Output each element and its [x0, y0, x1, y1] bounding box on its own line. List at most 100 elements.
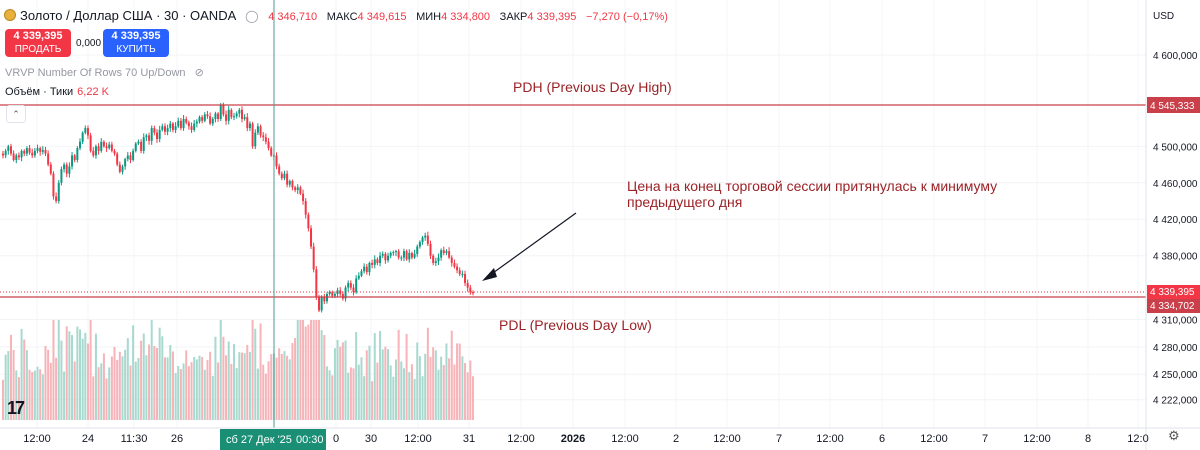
candle-body — [39, 148, 42, 152]
candle-body — [341, 293, 344, 299]
volume-bar — [39, 369, 42, 420]
volume-bar — [397, 329, 400, 420]
volume-bar — [140, 340, 143, 420]
volume-bar — [113, 346, 116, 420]
volume-bar — [148, 344, 151, 420]
candle-body — [331, 292, 334, 296]
volume-label: Объём · Тики — [5, 86, 74, 98]
volume-bar — [92, 376, 95, 420]
candle-body — [28, 148, 31, 153]
time-tick-label: 7 — [776, 433, 782, 445]
candle-body — [283, 173, 286, 179]
volume-bar — [222, 336, 225, 420]
volume-bar — [270, 354, 273, 420]
candle-body — [413, 253, 416, 258]
pdl-annotation[interactable]: PDL (Previous Day Low) — [499, 317, 652, 333]
settings-gear-icon[interactable]: ⚙ — [1168, 428, 1180, 443]
volume-bar — [416, 342, 419, 420]
candle-body — [339, 290, 342, 294]
pdh-annotation[interactable]: PDH (Previous Day High) — [513, 79, 672, 95]
candle-body — [201, 117, 204, 121]
price-tick-label: 4 420,000 — [1153, 215, 1198, 226]
candle-body — [12, 153, 15, 160]
candle-body — [57, 182, 60, 202]
volume-bar — [302, 320, 305, 420]
volume-bar — [206, 360, 209, 420]
price-tick-label: 4 310,000 — [1153, 316, 1198, 327]
price-axis[interactable]: 4 600,000 4 500,000 4 460,000 4 420,000 4 38… — [1153, 51, 1198, 407]
candle-body — [31, 152, 34, 156]
volume-bar — [86, 343, 89, 420]
candle-body — [161, 126, 164, 130]
pdl-badge-label: 4 334,702 — [1150, 301, 1195, 312]
volume-bar — [400, 361, 403, 420]
time-tick-label: 12:00 — [1023, 433, 1051, 445]
vrvp-indicator[interactable]: VRVP Number Of Rows 70 Up/Down ⊘ — [5, 66, 204, 79]
eye-hidden-icon[interactable]: ⊘ — [194, 67, 204, 79]
candle-body — [25, 148, 28, 154]
volume-bar — [469, 360, 472, 420]
candle-body — [158, 129, 161, 140]
crosshair-date-label: сб 27 Дек '25 — [226, 434, 292, 446]
volume-bar — [349, 367, 352, 420]
time-tick-label: 12:00 — [816, 433, 844, 445]
candle-body — [291, 180, 294, 188]
candle-body — [418, 242, 421, 247]
candle-body — [286, 173, 289, 185]
volume-bar — [47, 349, 50, 420]
candle-body — [49, 164, 52, 174]
gold-coin-icon — [4, 9, 16, 21]
candle-body — [469, 287, 472, 293]
volume-bar — [65, 326, 68, 420]
session-note-annotation[interactable]: Цена на конец торговой сессии притянулас… — [627, 178, 998, 210]
candle-body — [355, 278, 358, 293]
candle-body — [464, 273, 467, 284]
volume-bar — [84, 332, 87, 420]
buy-button[interactable]: 4 339,395 КУПИТЬ — [103, 29, 169, 57]
volume-bar — [161, 336, 164, 420]
candle-body — [424, 235, 427, 238]
volume-bar — [230, 363, 233, 420]
volume-bar — [25, 350, 28, 420]
candle-body — [426, 235, 429, 244]
time-tick-label: 24 — [82, 433, 94, 445]
candle-body — [179, 120, 182, 129]
candle-body — [219, 105, 222, 119]
volume-bar — [259, 323, 262, 420]
pdh-badge-label: 4 545,333 — [1150, 101, 1195, 112]
candle-body — [352, 287, 355, 293]
time-axis[interactable]: 12:00 24 11:30 26 0 30 12:00 31 12:00 2026 12:00 2 1… — [23, 433, 1148, 445]
candle-body — [408, 252, 411, 260]
volume-bar — [28, 369, 31, 420]
volume-bar — [280, 354, 283, 420]
volume-bar — [363, 376, 366, 420]
candle-body — [2, 153, 4, 156]
volume-bar — [116, 359, 119, 420]
volume-bar — [368, 345, 371, 420]
volume-bar — [299, 320, 302, 420]
tradingview-logo-icon[interactable]: 17 — [7, 398, 25, 418]
time-tick-label: 6 — [879, 433, 885, 445]
arrow-annotation[interactable] — [485, 212, 577, 279]
candle-body — [206, 114, 209, 117]
volume-bar — [100, 363, 103, 420]
candle-body — [379, 255, 382, 264]
sell-button[interactable]: 4 339,395 ПРОДАТЬ — [5, 29, 71, 57]
candle-body — [185, 118, 188, 123]
candle-body — [262, 135, 265, 138]
last-price-badge-label: 4 339,395 — [1150, 287, 1195, 298]
currency-label[interactable]: USD — [1153, 11, 1174, 22]
volume-bar — [341, 342, 344, 420]
collapse-indicators-icon[interactable]: ⌃ — [6, 105, 26, 123]
symbol-title[interactable]: Золото / Доллар США · 30 · OANDA — [20, 8, 236, 23]
time-tick-label: 12:00 — [23, 433, 51, 445]
close-value: 4 339,395 — [527, 11, 577, 23]
candle-body — [195, 121, 198, 124]
candle-body — [233, 116, 236, 118]
volume-indicator[interactable]: Объём · Тики 6,22 K — [5, 86, 109, 98]
volume-bar — [102, 353, 105, 420]
candle-body — [466, 283, 469, 288]
eye-icon[interactable]: ◯ — [245, 9, 259, 23]
volume-bar — [410, 364, 413, 420]
